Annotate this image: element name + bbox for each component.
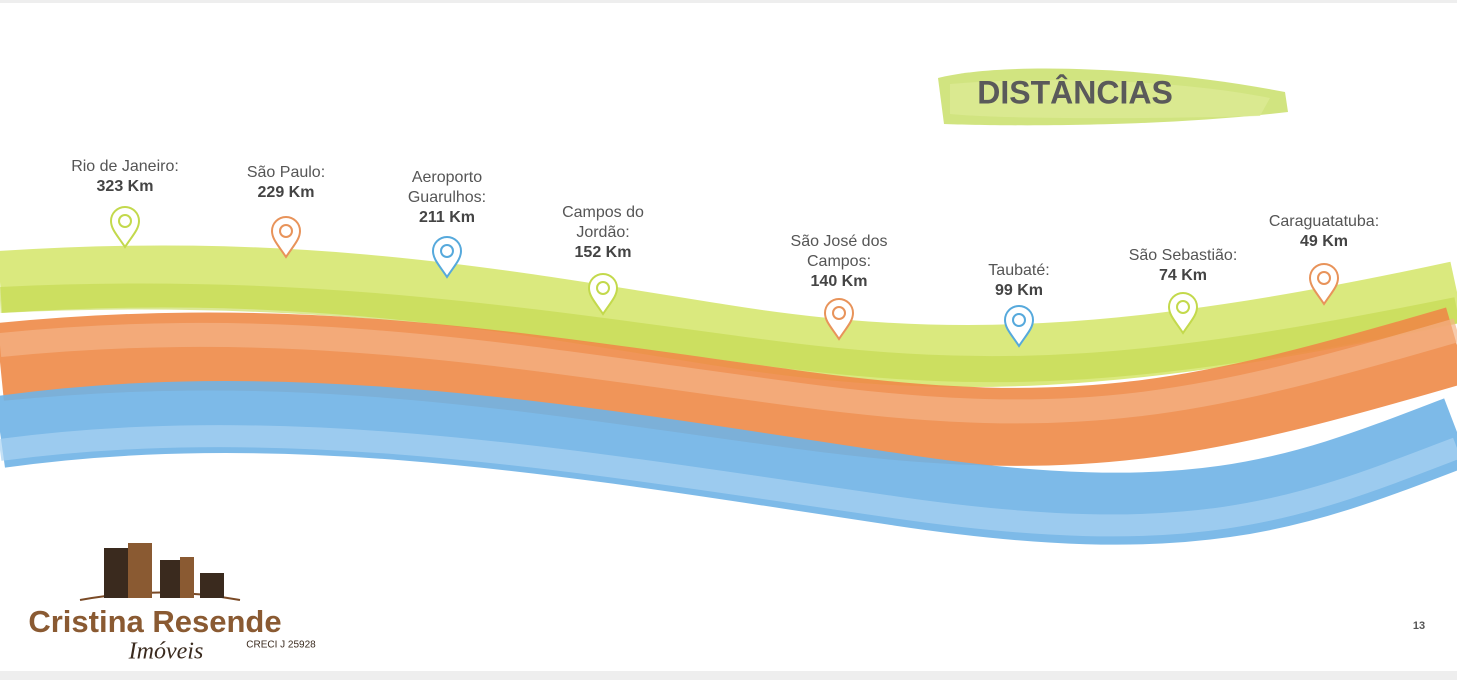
- location-distance: 74 Km: [1159, 267, 1207, 284]
- location-name: Campos do: [562, 204, 644, 221]
- river-bands: [0, 245, 1457, 545]
- location-distance: 99 Km: [995, 282, 1043, 299]
- bottom-border: [0, 671, 1457, 680]
- pin: [587, 273, 619, 316]
- pin-dot: [596, 281, 610, 295]
- location-distance: 229 Km: [258, 184, 315, 201]
- pin-dot: [832, 306, 846, 320]
- location-distance: 152 Km: [575, 244, 632, 261]
- location-name: Rio de Janeiro:: [71, 158, 179, 175]
- pin-dot: [1176, 300, 1190, 314]
- location-distance: 211 Km: [419, 209, 475, 226]
- location-name: Taubaté:: [988, 262, 1049, 279]
- location-name: São José dos: [791, 233, 888, 250]
- pin: [1003, 305, 1035, 348]
- title-brush: [938, 68, 1288, 126]
- location-name: São Paulo:: [247, 164, 325, 181]
- location-distance: 140 Km: [811, 273, 868, 290]
- pin: [431, 236, 463, 279]
- location-name: Campos:: [807, 253, 871, 270]
- location-distance: 49 Km: [1300, 233, 1348, 250]
- location-name: São Sebastião:: [1129, 247, 1238, 264]
- pin-dot: [1317, 271, 1331, 285]
- pin: [1308, 263, 1340, 306]
- pin: [270, 216, 302, 259]
- pin: [109, 206, 141, 249]
- pin: [1167, 292, 1199, 335]
- pin: [823, 298, 855, 341]
- pin-dot: [118, 214, 132, 228]
- locations: Rio de Janeiro: 323 Km São Paulo: 229 Km Aer…: [71, 158, 1379, 348]
- location-name: Caraguatatuba:: [1269, 213, 1379, 230]
- pin-dot: [279, 224, 293, 238]
- location-distance: 323 Km: [97, 178, 154, 195]
- location-name: Aeroporto: [412, 169, 482, 186]
- page-number: 13: [1413, 620, 1425, 632]
- title: DISTÂNCIAS: [977, 74, 1173, 110]
- location-name: Jordão:: [576, 224, 629, 241]
- location-name: Guarulhos:: [408, 189, 486, 206]
- logo-brand: Cristina Resende: [28, 604, 281, 639]
- pin-dot: [1012, 313, 1026, 327]
- pin-dot: [440, 244, 454, 258]
- top-border: [0, 0, 1457, 3]
- logo-icon: [79, 543, 241, 601]
- logo-subtitle: Imóveis: [128, 639, 204, 665]
- logo-license: CRECI J 25928: [246, 640, 316, 651]
